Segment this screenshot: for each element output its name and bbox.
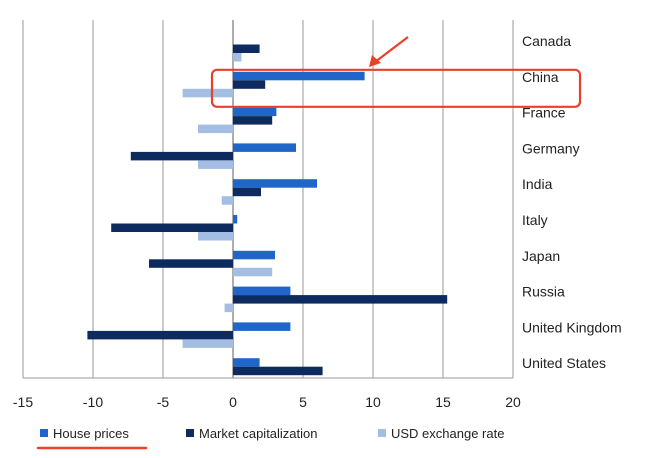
bar-house-prices-united-kingdom	[233, 322, 291, 331]
bar-market-capitalization-canada	[233, 44, 260, 53]
x-tick-label: 10	[365, 394, 381, 410]
bar-usd-exchange-rate-canada	[233, 53, 242, 62]
category-label-india: India	[522, 176, 553, 192]
legend-swatch	[378, 429, 386, 437]
annotation-arrow-head	[369, 55, 381, 67]
category-label-united-kingdom: United Kingdom	[522, 319, 622, 335]
legend: House prices Market capitalization USD exc…	[40, 426, 504, 441]
x-tick-label: -10	[83, 394, 103, 410]
x-tick-label: -5	[157, 394, 170, 410]
bar-market-capitalization-italy	[111, 223, 233, 232]
bar-house-prices-italy	[233, 215, 238, 224]
series-market-capitalization	[87, 44, 448, 376]
category-label-china: China	[522, 69, 559, 85]
category-label-russia: Russia	[522, 284, 565, 300]
legend-item-house-prices: House prices	[40, 426, 129, 441]
bar-usd-exchange-rate-france	[198, 124, 233, 134]
bar-market-capitalization-united-kingdom	[87, 330, 234, 340]
bar-market-capitalization-china	[233, 80, 266, 89]
legend-item-usd-exchange-rate: USD exchange rate	[378, 426, 504, 441]
category-label-japan: Japan	[522, 248, 560, 264]
bar-market-capitalization-germany	[130, 151, 233, 161]
category-label-united-states: United States	[522, 355, 606, 371]
x-tick-label: 0	[229, 394, 237, 410]
category-label-germany: Germany	[522, 140, 580, 156]
highlight-box	[210, 68, 582, 108]
bar-house-prices-russia	[233, 286, 291, 296]
category-label-canada: Canada	[522, 33, 571, 49]
category-label-italy: Italy	[522, 212, 548, 228]
category-label-france: France	[522, 105, 566, 121]
bar-usd-exchange-rate-japan	[233, 267, 273, 277]
legend-swatch	[40, 429, 48, 437]
bar-house-prices-china	[233, 71, 365, 81]
bar-market-capitalization-japan	[149, 259, 233, 268]
bar-market-capitalization-united-states	[233, 366, 323, 376]
bar-market-capitalization-india	[233, 187, 261, 197]
legend-label: House prices	[53, 426, 129, 441]
x-tick-label: -15	[13, 394, 33, 410]
bar-market-capitalization-russia	[233, 295, 448, 304]
legend-label: Market capitalization	[199, 426, 318, 441]
annotations	[36, 36, 582, 450]
category-labels: Canada China France Germany India Italy Japan R…	[522, 33, 622, 371]
bar-usd-exchange-rate-china	[182, 88, 233, 98]
x-tick-label: 5	[299, 394, 307, 410]
annotation-arrow-shaft	[374, 36, 409, 63]
bar-usd-exchange-rate-germany	[198, 160, 233, 169]
bar-usd-exchange-rate-russia	[224, 303, 233, 313]
bar-market-capitalization-france	[233, 116, 273, 125]
bar-house-prices-japan	[233, 250, 275, 260]
bar-house-prices-france	[233, 107, 277, 117]
bar-usd-exchange-rate-united-kingdom	[182, 339, 233, 348]
legend-label: USD exchange rate	[391, 426, 504, 441]
series-usd-exchange-rate	[182, 53, 273, 348]
bar-series	[87, 44, 448, 376]
x-tick-label: 15	[435, 394, 451, 410]
bar-house-prices-germany	[233, 143, 296, 152]
bar-usd-exchange-rate-india	[221, 196, 233, 205]
x-axis: -15 -10 -5 0 5 10 15 20	[13, 377, 521, 410]
bar-house-prices-united-states	[233, 358, 260, 367]
legend-item-market-capitalization: Market capitalization	[186, 426, 318, 441]
series-house-prices	[233, 71, 365, 367]
x-tick-label: 20	[505, 394, 521, 410]
bar-usd-exchange-rate-italy	[198, 232, 233, 241]
bar-house-prices-india	[233, 179, 317, 188]
legend-swatch	[186, 429, 194, 437]
